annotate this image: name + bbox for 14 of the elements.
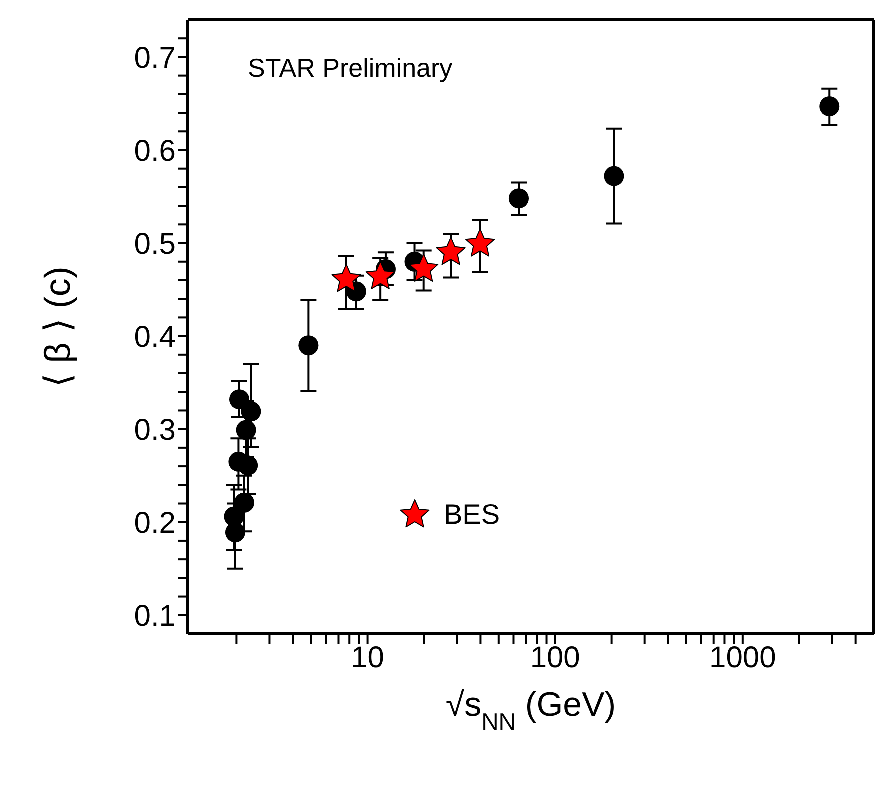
- x-axis-title: √s$_{NN}$ (GeV): [446, 686, 616, 736]
- x-tick-label: 100: [530, 641, 580, 674]
- x-tick-label: 1000: [710, 641, 776, 674]
- y-axis-title: ⟨ β ⟩ (c): [36, 266, 78, 388]
- legend-label: BES: [444, 499, 500, 531]
- y-tick-label: 0.3: [134, 414, 176, 447]
- y-tick-label: 0.6: [134, 134, 176, 168]
- y-tick-label: 0.1: [134, 600, 176, 634]
- y-tick-label: 0.5: [134, 228, 176, 261]
- annotation: STAR Preliminary: [248, 53, 453, 84]
- y-tick-label: 0.4: [134, 320, 176, 354]
- x-tick-label: 10: [351, 641, 384, 674]
- y-tick-label: 0.2: [134, 507, 176, 540]
- y-tick-label: 0.7: [134, 42, 176, 75]
